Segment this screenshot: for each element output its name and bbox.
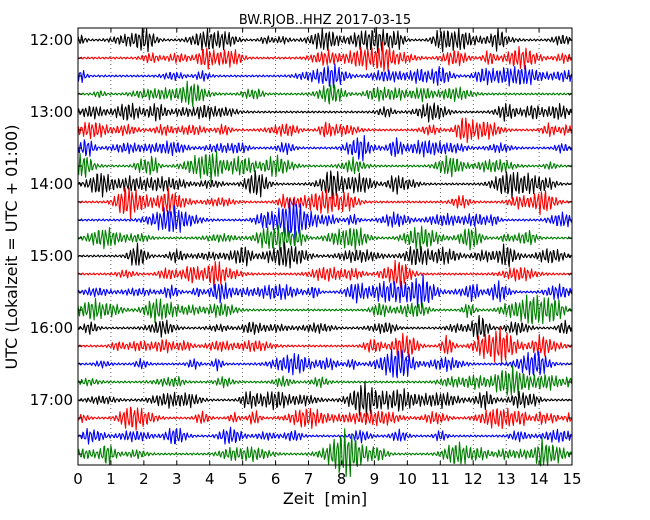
y-axis-label: UTC (Lokalzeit = UTC + 01:00) — [2, 125, 21, 370]
x-gridlines — [110, 28, 540, 465]
trace-10 — [77, 187, 572, 220]
y-tick-label: 12:00 — [30, 31, 73, 49]
trace-17 — [77, 314, 573, 341]
x-tick-label: 7 — [304, 470, 314, 488]
x-axis-label: Zeit [min] — [283, 489, 367, 508]
trace-9 — [77, 170, 572, 200]
x-tick-label: 15 — [562, 470, 581, 488]
plot-frame — [77, 27, 573, 466]
trace-14 — [77, 259, 572, 289]
trace-6 — [77, 117, 573, 144]
trace-2 — [77, 41, 572, 73]
x-tick-label: 4 — [205, 470, 215, 488]
x-tick-label: 14 — [530, 470, 549, 488]
trace-5 — [77, 102, 573, 123]
trace-7 — [77, 134, 572, 162]
trace-11 — [77, 198, 573, 246]
x-tick-label: 12 — [464, 470, 483, 488]
y-tick-label: 16:00 — [30, 319, 73, 337]
x-tick-label: 5 — [238, 470, 248, 488]
y-axis-ticks: 12:00 13:00 14:00 15:00 16:00 17:00 — [30, 31, 572, 455]
x-tick-label: 11 — [431, 470, 450, 488]
trace-15 — [77, 274, 573, 309]
trace-23 — [77, 426, 572, 445]
trace-8 — [77, 151, 572, 183]
seismic-traces — [77, 26, 573, 478]
trace-24 — [77, 428, 573, 478]
x-axis-ticks: 0 1 2 3 4 5 6 7 8 9 10 11 12 13 14 15 — [73, 28, 582, 488]
y-tick-label: 14:00 — [30, 175, 73, 193]
x-tick-label: 13 — [497, 470, 516, 488]
y-tick-label: 13:00 — [30, 103, 73, 121]
x-tick-label: 2 — [139, 470, 149, 488]
x-tick-label: 1 — [106, 470, 116, 488]
chart-title: BW.RJOB..HHZ 2017-03-15 — [239, 13, 411, 28]
trace-1 — [77, 26, 572, 53]
y-tick-label: 17:00 — [30, 391, 73, 409]
y-tick-label: 15:00 — [30, 247, 73, 265]
x-tick-label: 10 — [398, 470, 417, 488]
trace-3 — [77, 63, 573, 89]
trace-21 — [77, 381, 572, 418]
trace-4 — [77, 80, 572, 108]
trace-18 — [77, 326, 573, 364]
x-tick-label: 6 — [271, 470, 281, 488]
x-tick-label: 8 — [337, 470, 347, 488]
trace-16 — [77, 294, 572, 325]
trace-20 — [77, 365, 573, 396]
trace-12 — [77, 224, 572, 251]
trace-19 — [77, 348, 572, 379]
trace-13 — [77, 242, 572, 269]
x-tick-label: 0 — [73, 470, 83, 488]
x-tick-label: 9 — [370, 470, 380, 488]
trace-22 — [77, 406, 572, 431]
x-tick-label: 3 — [172, 470, 182, 488]
